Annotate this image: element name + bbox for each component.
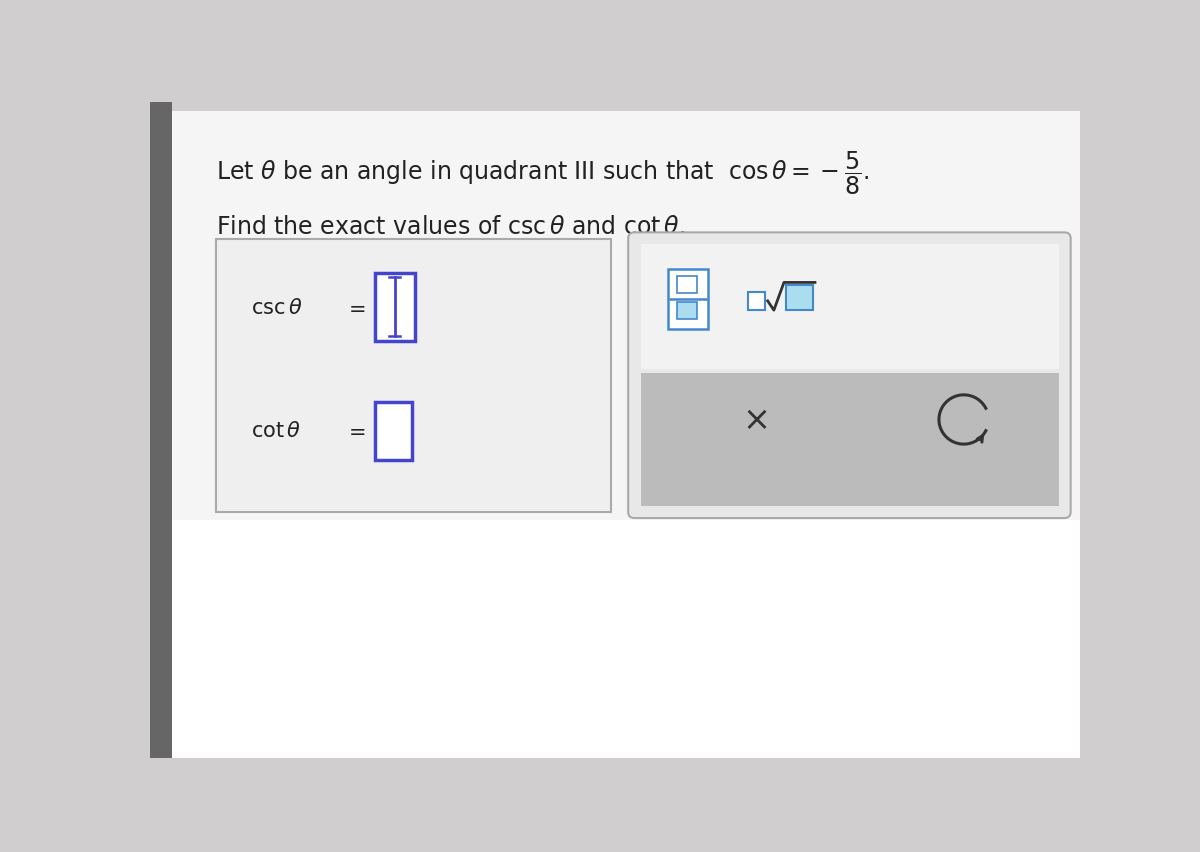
Bar [677,302,697,320]
Bar [172,112,1080,520]
Bar [749,291,766,310]
Bar [641,373,1060,506]
Bar [374,273,415,341]
Text: Let $\theta$ be an angle in quadrant III such that  $\cos\theta = -\dfrac{5}{8}$: Let $\theta$ be an angle in quadrant III… [216,150,869,198]
Bar [374,402,412,460]
Bar [172,520,1080,758]
Text: $\cot\theta$: $\cot\theta$ [251,421,301,441]
Text: $=$: $=$ [343,421,365,441]
Text: Find the exact values of $\csc\theta$ and $\cot\theta$.: Find the exact values of $\csc\theta$ an… [216,216,685,239]
FancyBboxPatch shape [628,233,1070,518]
Bar [216,239,611,512]
Bar [786,285,812,310]
Bar [150,102,172,758]
Text: $=$: $=$ [343,298,365,318]
Text: $\csc\theta$: $\csc\theta$ [251,298,302,318]
Bar [667,268,708,329]
Bar [677,276,697,293]
Text: $\times$: $\times$ [742,403,767,436]
Bar [641,244,1060,370]
